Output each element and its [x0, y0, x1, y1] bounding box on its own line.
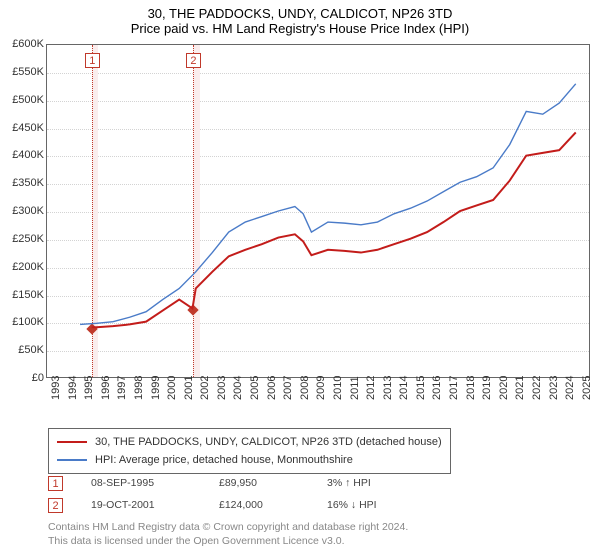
- y-tick: £600K: [4, 38, 44, 50]
- event-price: £89,950: [219, 477, 299, 489]
- x-tick: 2012: [365, 360, 377, 400]
- event-delta: 3% ↑ HPI: [327, 477, 417, 489]
- x-tick: 2014: [398, 360, 410, 400]
- event-price: £124,000: [219, 499, 299, 511]
- event-num: 2: [48, 498, 63, 513]
- x-tick: 2006: [266, 360, 278, 400]
- x-tick: 2022: [531, 360, 543, 400]
- x-tick: 2020: [498, 360, 510, 400]
- event-delta: 16% ↓ HPI: [327, 499, 417, 511]
- x-tick: 2010: [332, 360, 344, 400]
- event-date: 08-SEP-1995: [91, 477, 191, 489]
- chart-title: 30, THE PADDOCKS, UNDY, CALDICOT, NP26 3…: [0, 0, 600, 21]
- x-tick: 2016: [431, 360, 443, 400]
- footer-line-1: Contains HM Land Registry data © Crown c…: [48, 520, 408, 534]
- footer: Contains HM Land Registry data © Crown c…: [48, 520, 408, 548]
- event-row: 1 08-SEP-1995 £89,950 3% ↑ HPI: [48, 472, 417, 494]
- legend-label: HPI: Average price, detached house, Monm…: [95, 454, 353, 466]
- y-tick: £500K: [4, 94, 44, 106]
- y-tick: £100K: [4, 316, 44, 328]
- x-tick: 2015: [415, 360, 427, 400]
- x-tick: 1994: [67, 360, 79, 400]
- x-tick: 2017: [448, 360, 460, 400]
- x-tick: 2009: [315, 360, 327, 400]
- y-tick: £250K: [4, 233, 44, 245]
- x-tick: 2007: [282, 360, 294, 400]
- x-tick: 1999: [150, 360, 162, 400]
- x-tick: 2004: [232, 360, 244, 400]
- legend: 30, THE PADDOCKS, UNDY, CALDICOT, NP26 3…: [48, 428, 451, 474]
- x-tick: 2025: [581, 360, 593, 400]
- x-tick: 2003: [216, 360, 228, 400]
- legend-item: 30, THE PADDOCKS, UNDY, CALDICOT, NP26 3…: [57, 433, 442, 451]
- y-tick: £350K: [4, 177, 44, 189]
- chart-container: 30, THE PADDOCKS, UNDY, CALDICOT, NP26 3…: [0, 0, 600, 560]
- footer-line-2: This data is licensed under the Open Gov…: [48, 534, 408, 548]
- x-tick: 1998: [133, 360, 145, 400]
- y-tick: £400K: [4, 149, 44, 161]
- chart-subtitle: Price paid vs. HM Land Registry's House …: [0, 21, 600, 40]
- series-hpi: [80, 84, 576, 325]
- x-tick: 2021: [514, 360, 526, 400]
- x-tick: 1995: [83, 360, 95, 400]
- event-row: 2 19-OCT-2001 £124,000 16% ↓ HPI: [48, 494, 417, 516]
- y-tick: £200K: [4, 261, 44, 273]
- x-tick: 1996: [100, 360, 112, 400]
- y-tick: £450K: [4, 122, 44, 134]
- event-date: 19-OCT-2001: [91, 499, 191, 511]
- series-layer: [47, 45, 589, 377]
- plot-area: 12: [46, 44, 590, 378]
- x-tick: 2008: [299, 360, 311, 400]
- legend-swatch: [57, 459, 87, 460]
- y-tick: £150K: [4, 289, 44, 301]
- y-tick: £550K: [4, 66, 44, 78]
- event-num: 1: [48, 476, 63, 491]
- legend-item: HPI: Average price, detached house, Monm…: [57, 451, 442, 469]
- x-tick: 1997: [116, 360, 128, 400]
- x-tick: 2001: [183, 360, 195, 400]
- legend-label: 30, THE PADDOCKS, UNDY, CALDICOT, NP26 3…: [95, 436, 442, 448]
- y-tick: £0: [4, 372, 44, 384]
- x-tick: 1993: [50, 360, 62, 400]
- legend-swatch: [57, 441, 87, 443]
- x-tick: 2002: [199, 360, 211, 400]
- y-tick: £50K: [4, 344, 44, 356]
- x-tick: 2005: [249, 360, 261, 400]
- x-tick: 2024: [564, 360, 576, 400]
- x-tick: 2011: [349, 360, 361, 400]
- x-tick: 2023: [548, 360, 560, 400]
- x-tick: 2013: [382, 360, 394, 400]
- event-list: 1 08-SEP-1995 £89,950 3% ↑ HPI 2 19-OCT-2001 £…: [48, 472, 417, 516]
- x-tick: 2000: [166, 360, 178, 400]
- y-tick: £300K: [4, 205, 44, 217]
- x-tick: 2019: [481, 360, 493, 400]
- x-tick: 2018: [465, 360, 477, 400]
